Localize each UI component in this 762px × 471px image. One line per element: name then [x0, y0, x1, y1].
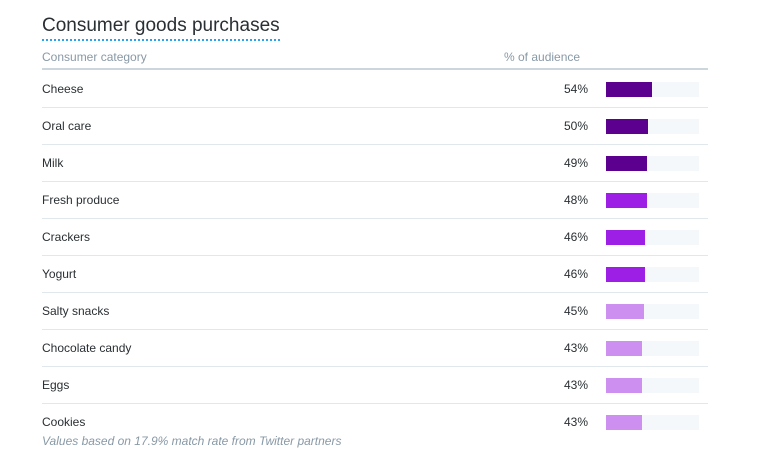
bar-track [606, 230, 699, 245]
category-label: Cheese [42, 82, 84, 96]
bar-fill [606, 193, 647, 208]
percent-value: 48% [563, 193, 588, 207]
bar-track [606, 156, 699, 171]
category-label: Milk [42, 156, 64, 170]
table-row: Oral care 50% [42, 108, 708, 145]
section-title[interactable]: Consumer goods purchases [42, 14, 280, 41]
bar-track [606, 119, 699, 134]
table-row: Eggs 43% [42, 367, 708, 404]
column-header-percent: % of audience [504, 50, 581, 64]
category-label: Crackers [42, 230, 91, 244]
table-row: Fresh produce 48% [42, 182, 708, 219]
bar-fill [606, 267, 645, 282]
bar-track [606, 82, 699, 97]
table-row: Yogurt 46% [42, 256, 708, 293]
bar-fill [606, 378, 642, 393]
bar-fill [606, 156, 647, 171]
table-row: Salty snacks 45% [42, 293, 708, 330]
table-header: Consumer category % of audience [42, 50, 708, 70]
bar-track [606, 341, 699, 356]
percent-value: 43% [563, 378, 588, 392]
percent-value: 46% [563, 230, 588, 244]
bar-track [606, 378, 699, 393]
percent-value: 46% [563, 267, 588, 281]
bar-track [606, 193, 699, 208]
category-label: Cookies [42, 415, 86, 429]
footnote: Values based on 17.9% match rate from Tw… [42, 434, 342, 448]
percent-value: 45% [563, 304, 588, 318]
bar-fill [606, 341, 642, 356]
percent-value: 54% [563, 82, 588, 96]
bar-fill [606, 230, 645, 245]
bar-track [606, 415, 699, 430]
bar-track [606, 267, 699, 282]
table-row: Milk 49% [42, 145, 708, 182]
bar-track [606, 304, 699, 319]
category-label: Chocolate candy [42, 341, 132, 355]
bar-fill [606, 304, 644, 319]
percent-value: 43% [563, 415, 588, 429]
bar-fill [606, 119, 648, 134]
category-label: Yogurt [42, 267, 77, 281]
category-label: Salty snacks [42, 304, 110, 318]
table-row: Chocolate candy 43% [42, 330, 708, 367]
column-header-category: Consumer category [42, 50, 147, 64]
table-row: Crackers 46% [42, 219, 708, 256]
table-row: Cookies 43% [42, 404, 708, 440]
percent-value: 50% [563, 119, 588, 133]
category-label: Eggs [42, 378, 70, 392]
bar-fill [606, 82, 652, 97]
category-label: Oral care [42, 119, 92, 133]
category-label: Fresh produce [42, 193, 120, 207]
percent-value: 49% [563, 156, 588, 170]
percent-value: 43% [563, 341, 588, 355]
category-table: Cheese 54% Oral care 50% Milk 49% Fresh produc… [42, 71, 708, 440]
table-row: Cheese 54% [42, 71, 708, 108]
bar-fill [606, 415, 642, 430]
